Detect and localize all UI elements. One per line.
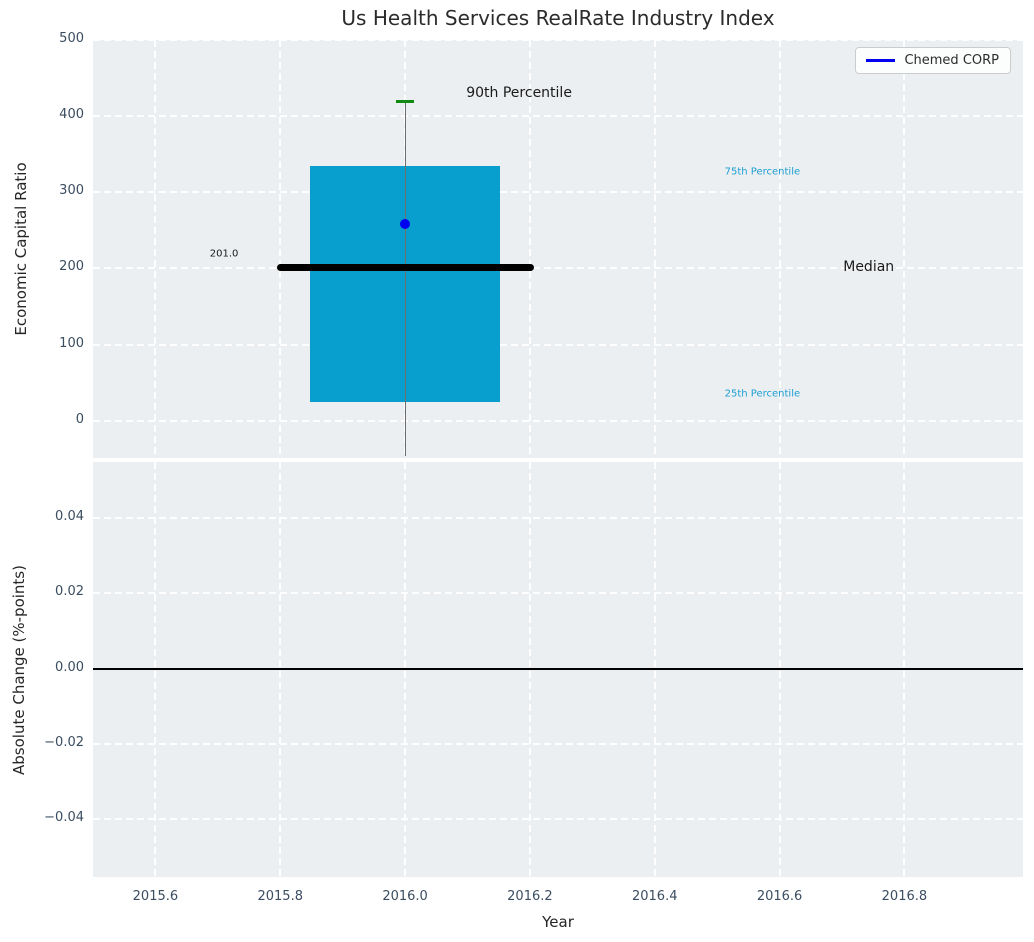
bottom-y-tick-label: −0.02 [14,735,84,750]
cap-90th-percentile [396,100,414,103]
x-tick-label: 2016.6 [735,889,825,904]
top-y-tick-label: 300 [14,183,84,198]
bottom-y-tick-label: 0.00 [14,660,84,675]
x-tick-label: 2016.8 [859,889,949,904]
gridline-horizontal [93,818,1023,820]
top-y-tick-label: 0 [14,412,84,427]
gridline-vertical [654,40,656,458]
x-axis-label: Year [542,913,574,931]
gridline-vertical [279,40,281,458]
x-tick-label: 2015.8 [235,889,325,904]
gridline-vertical [903,40,905,458]
gridline-horizontal [93,344,1023,346]
bottom-plot-area [93,462,1023,877]
legend: Chemed CORP [855,47,1011,74]
figure: Us Health Services RealRate Industry Ind… [0,0,1034,942]
x-tick-label: 2016.4 [610,889,700,904]
annotation-75th-percentile: 75th Percentile [725,167,801,178]
zero-line [93,668,1023,670]
gridline-horizontal [93,191,1023,193]
x-tick-label: 2016.0 [360,889,450,904]
annotation-90th-percentile: 90th Percentile [466,85,572,101]
top-y-tick-label: 100 [14,336,84,351]
chart-title: Us Health Services RealRate Industry Ind… [341,6,774,30]
whisker-line-overlay [405,102,406,457]
top-y-tick-label: 200 [14,259,84,274]
top-y-tick-label: 500 [14,31,84,46]
legend-label: Chemed CORP [904,53,999,68]
top-plot-area: Chemed CORP 90th Percentile 75th Percenti… [93,40,1023,458]
legend-line-swatch [866,59,895,62]
gridline-vertical [154,40,156,458]
x-tick-label: 2016.2 [485,889,575,904]
gridline-horizontal [93,743,1023,745]
gridline-vertical [529,40,531,458]
gridline-horizontal [93,517,1023,519]
annotation-median: Median [843,259,894,275]
x-tick-label: 2015.6 [110,889,200,904]
gridline-horizontal [93,115,1023,117]
gridline-horizontal [93,40,1023,41]
median-line [277,264,534,271]
gridline-horizontal [93,592,1023,594]
bottom-y-tick-label: −0.04 [14,810,84,825]
bottom-y-tick-label: 0.04 [14,509,84,524]
annotation-25th-percentile: 25th Percentile [725,389,801,400]
bottom-y-tick-label: 0.02 [14,584,84,599]
gridline-horizontal [93,420,1023,422]
annotation-201-0: 201.0 [210,248,239,259]
top-y-tick-label: 400 [14,107,84,122]
